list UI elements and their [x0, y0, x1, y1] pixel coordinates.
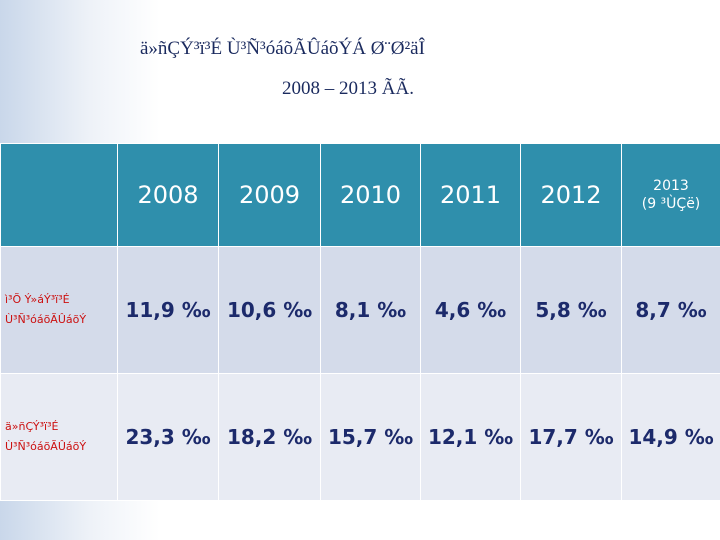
table-cell: 12,1 ‰ — [420, 373, 521, 501]
header-cell: 2010 — [320, 143, 421, 247]
table-cell: 17,7 ‰ — [520, 373, 622, 501]
table-cell: 8,1 ‰ — [320, 246, 421, 374]
row-label-text: ì³Õ Ý»áÝ³ï³É — [5, 293, 70, 306]
title-line: ä»ñÇÝ³ï³É Ù³Ñ³óáõÃÛáõÝÁ Ø¨Ø²äÎ — [140, 38, 425, 59]
header-text: 2013 — [653, 178, 689, 194]
table-row: ì³Õ Ý»áÝ³ï³É Ù³Ñ³óáõÃÛáõÝ 11,9 ‰ 10,6 ‰ 8,1 … — [0, 246, 720, 374]
table-cell: 14,9 ‰ — [621, 373, 720, 501]
row-label: ä»ñÇÝ³ï³É Ù³Ñ³óáõÃÛáõÝ — [0, 373, 118, 501]
header-row: 2008 2009 2010 2011 2012 2013 (9 ³ÙÇë) — [0, 143, 720, 247]
row-label-text: Ù³Ñ³óáõÃÛáõÝ — [5, 313, 87, 326]
table-cell: 4,6 ‰ — [420, 246, 521, 374]
table-cell: 10,6 ‰ — [218, 246, 321, 374]
data-table: 2008 2009 2010 2011 2012 2013 (9 ³ÙÇë) ì³Õ Ý»á… — [0, 143, 720, 501]
row-label-text: Ù³Ñ³óáõÃÛáõÝ — [5, 440, 87, 453]
table-cell: 18,2 ‰ — [218, 373, 321, 501]
row-label: ì³Õ Ý»áÝ³ï³É Ù³Ñ³óáõÃÛáõÝ — [0, 246, 118, 374]
header-cell — [0, 143, 118, 247]
header-cell: 2011 — [420, 143, 521, 247]
table-row: ä»ñÇÝ³ï³É Ù³Ñ³óáõÃÛáõÝ 23,3 ‰ 18,2 ‰ 15,7 ‰ 1… — [0, 373, 720, 501]
header-text: (9 ³ÙÇë) — [641, 196, 701, 212]
table-body: ì³Õ Ý»áÝ³ï³É Ù³Ñ³óáõÃÛáõÝ 11,9 ‰ 10,6 ‰ 8,1 … — [0, 246, 720, 501]
table-cell: 11,9 ‰ — [117, 246, 219, 374]
row-label-text: ä»ñÇÝ³ï³É — [5, 420, 59, 433]
header-cell: 2013 (9 ³ÙÇë) — [621, 143, 720, 247]
header-cell: 2008 — [117, 143, 219, 247]
table-cell: 23,3 ‰ — [117, 373, 219, 501]
table-cell: 15,7 ‰ — [320, 373, 421, 501]
table-cell: 5,8 ‰ — [520, 246, 622, 374]
header-cell: 2009 — [218, 143, 321, 247]
header-cell: 2012 — [520, 143, 622, 247]
table-cell: 8,7 ‰ — [621, 246, 720, 374]
title-line: 2008 – 2013 ÃÃ. — [282, 78, 414, 99]
